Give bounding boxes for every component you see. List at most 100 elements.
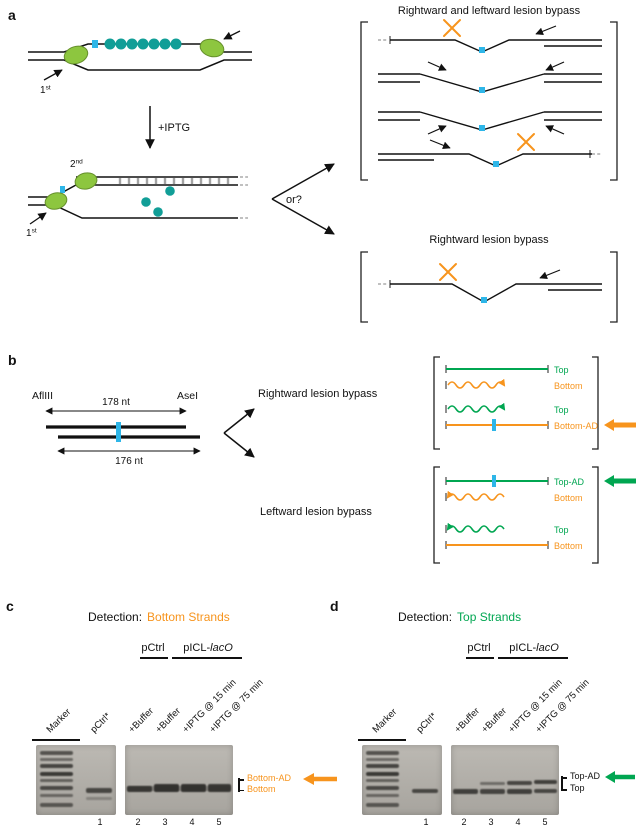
bracket-leftward-products: [433, 466, 599, 564]
fork-direction-arrow-left: [43, 69, 63, 81]
gel-band: [366, 764, 399, 768]
first-fork-label: 1st: [40, 85, 51, 97]
strand-label-top: Top: [554, 525, 569, 535]
icl-crosslink-mark: [116, 422, 121, 442]
outcome-row-3: [378, 111, 602, 135]
gel-band: [86, 788, 112, 793]
outcome-row-1: [378, 19, 602, 53]
leftward-bypass-title: Leftward lesion bypass: [260, 506, 372, 518]
lane-number-5: 5: [542, 817, 548, 827]
strand-label-bottom: Bottom: [554, 541, 583, 551]
adduct-mark: [492, 419, 496, 431]
lane-label-buffer1: +Buffer: [452, 705, 483, 736]
icl-lesion-square: [60, 186, 65, 193]
band-bracket: [238, 778, 240, 792]
strand-label-top-ad: Top-AD: [554, 477, 585, 487]
gel-band: [40, 794, 73, 797]
gel-band: [40, 751, 73, 755]
lane-number-4: 4: [189, 817, 195, 827]
released-laci-dots: [141, 186, 175, 217]
laco-array-hatch: [118, 178, 230, 184]
gel-band: [366, 794, 399, 797]
gel-band: [40, 786, 73, 790]
rightward-product-2: Top Bottom-AD: [445, 402, 636, 431]
green-left-arrow-icon: [605, 771, 635, 783]
group-label-pctrl: pCtrl: [467, 642, 491, 654]
lane-label-marker: Marker: [44, 706, 74, 736]
lane-number-4: 4: [515, 817, 521, 827]
enzyme-aflIII-label: AflIII: [32, 390, 53, 402]
replisome-left-blob: [63, 45, 89, 65]
leftward-product-2: Top Bottom: [445, 522, 583, 551]
gel-band: [366, 779, 399, 782]
gel-band: [507, 789, 532, 794]
band-label-top: Top: [570, 783, 585, 793]
panel-b-label: b: [8, 352, 17, 368]
gel-band: [40, 757, 73, 761]
branch-arrow-down: [271, 198, 335, 235]
second-fork-label: 2nd: [70, 159, 83, 171]
panel-c-label: c: [6, 598, 14, 614]
nascent-top-strand-wavy: [447, 402, 506, 413]
strand-label-top: Top: [554, 365, 569, 375]
gel-band: [480, 789, 505, 794]
icl-lesion-square: [479, 87, 485, 93]
gel-band: [366, 757, 399, 761]
gel-band: [40, 803, 73, 807]
lane-label-buffer1: +Buffer: [126, 705, 157, 736]
fork-direction-arrow-right: [223, 30, 241, 40]
gel-band: [127, 786, 231, 791]
lane-number-2: 2: [461, 817, 467, 827]
lane-number-1: 1: [97, 817, 103, 827]
bracket-both-bypass: [360, 21, 618, 181]
gel-image-marker-pctrl: [36, 745, 116, 815]
laci-repressor-array: [104, 38, 182, 50]
outcome-title-rightward: Rightward lesion bypass: [429, 234, 549, 246]
detection-target: Top Strands: [457, 610, 522, 624]
lane-label-buffer2: +Buffer: [153, 705, 184, 736]
dna-continuation-dashes: [240, 176, 248, 219]
gel-band: [366, 786, 399, 790]
leftward-product-1: Top-AD Bottom: [445, 475, 636, 503]
panel-d-detection-title: Detection: Top Strands: [398, 610, 521, 624]
adduct-mark: [492, 475, 496, 487]
gel-band: [534, 780, 557, 784]
lane-number-1: 1: [423, 817, 429, 827]
bypass-polymerase-x-icon: [439, 263, 457, 281]
gel-band: [480, 781, 505, 785]
marker-underline: [358, 739, 406, 741]
group-label-picl-laco: pICL-lacO: [183, 642, 233, 654]
strand-label-bottom: Bottom: [554, 381, 583, 391]
group-bar-picl-laco: [172, 657, 242, 659]
gel-band: [412, 789, 438, 793]
bracket-rightward-bypass: [360, 251, 618, 323]
length-176nt-label: 176 nt: [115, 456, 143, 467]
lane-label-marker: Marker: [370, 706, 400, 736]
bracket-rightward-products: [433, 356, 599, 450]
gel-band: [127, 786, 152, 792]
gel-band: [534, 788, 557, 793]
icl-lesion-square: [479, 47, 485, 53]
band-tick-lower: [238, 789, 244, 791]
rightward-bypass-title: Rightward lesion bypass: [258, 388, 378, 400]
iptg-label: +IPTG: [158, 122, 190, 134]
gel-band: [366, 803, 399, 807]
lane-label-buffer2: +Buffer: [479, 705, 510, 736]
outcome-row-4: [378, 133, 602, 167]
nascent-top-strand-wavy: [446, 522, 505, 533]
band-label-bottom: Bottom: [247, 784, 276, 794]
outcome-row-2: [378, 61, 602, 93]
bypass-polymerase-x-icon: [443, 19, 461, 37]
band-tick-upper: [561, 777, 567, 779]
restriction-fragment-map: AflIII AseI 178 nt 176 nt: [32, 390, 255, 467]
orange-left-arrow-icon: [604, 419, 636, 431]
gel-band: [154, 784, 179, 792]
lane-number-3: 3: [162, 817, 168, 827]
band-label-top-ad: Top-AD: [570, 771, 601, 781]
icl-lesion-square: [481, 297, 487, 303]
gel-band: [208, 784, 231, 792]
branch-arrow-up: [223, 408, 255, 434]
replisome-first-blob: [44, 192, 68, 210]
lane-number-2: 2: [135, 817, 141, 827]
gel-band: [40, 771, 73, 776]
